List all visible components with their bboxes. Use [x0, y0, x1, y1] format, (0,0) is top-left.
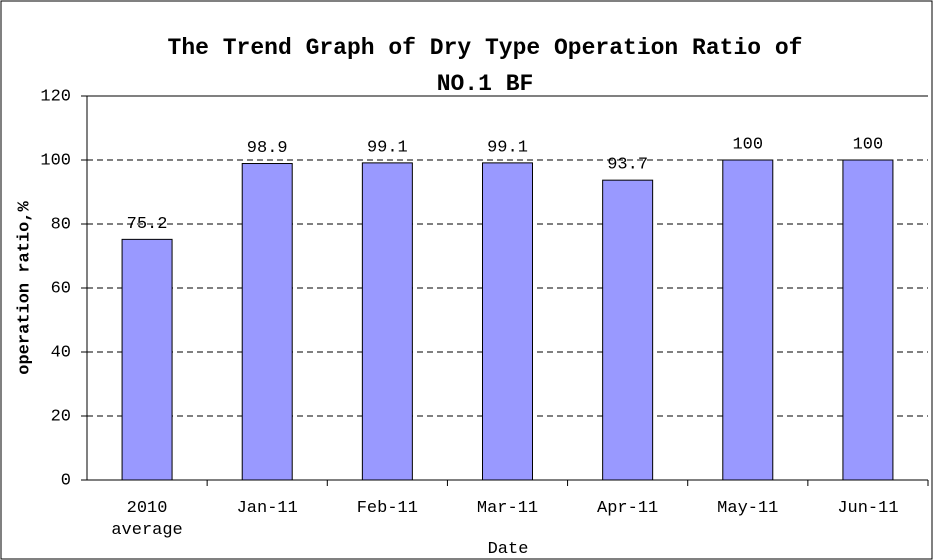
y-tick-label: 20 — [51, 407, 71, 426]
x-axis-label: Date — [487, 540, 529, 559]
data-label: 99.1 — [487, 138, 528, 157]
data-label: 100 — [853, 135, 884, 154]
data-label: 75.2 — [127, 215, 168, 234]
y-tick-label: 60 — [51, 279, 71, 298]
x-tick-label: Mar-11 — [476, 499, 539, 518]
chart-title: The Trend Graph of Dry Type Operation Ra… — [167, 35, 803, 97]
data-label: 98.9 — [247, 139, 288, 158]
y-tick-label: 80 — [51, 215, 71, 234]
bar — [722, 159, 774, 481]
x-tick-label: Apr-11 — [597, 499, 659, 518]
x-tick-label: May-11 — [717, 499, 779, 518]
x-tick-label: Jan-11 — [236, 499, 298, 518]
data-label: 93.7 — [607, 156, 648, 175]
bar — [241, 163, 293, 481]
y-tick-label: 0 — [61, 471, 71, 490]
y-tick-label: 120 — [40, 87, 71, 106]
data-label: 100 — [732, 135, 763, 154]
data-label: 99.1 — [367, 138, 408, 157]
x-tick-label: 2010 average — [111, 499, 183, 540]
bar — [602, 179, 654, 481]
x-tick-label: Jun-11 — [837, 499, 899, 518]
bar — [121, 238, 173, 481]
bar — [482, 162, 533, 481]
y-tick-label: 40 — [51, 343, 71, 362]
bar — [842, 159, 894, 481]
y-axis-label: operation ratio,% — [15, 200, 34, 374]
x-tick-label: Feb-11 — [356, 499, 418, 518]
y-tick-label: 100 — [40, 151, 71, 170]
bar — [361, 162, 413, 481]
